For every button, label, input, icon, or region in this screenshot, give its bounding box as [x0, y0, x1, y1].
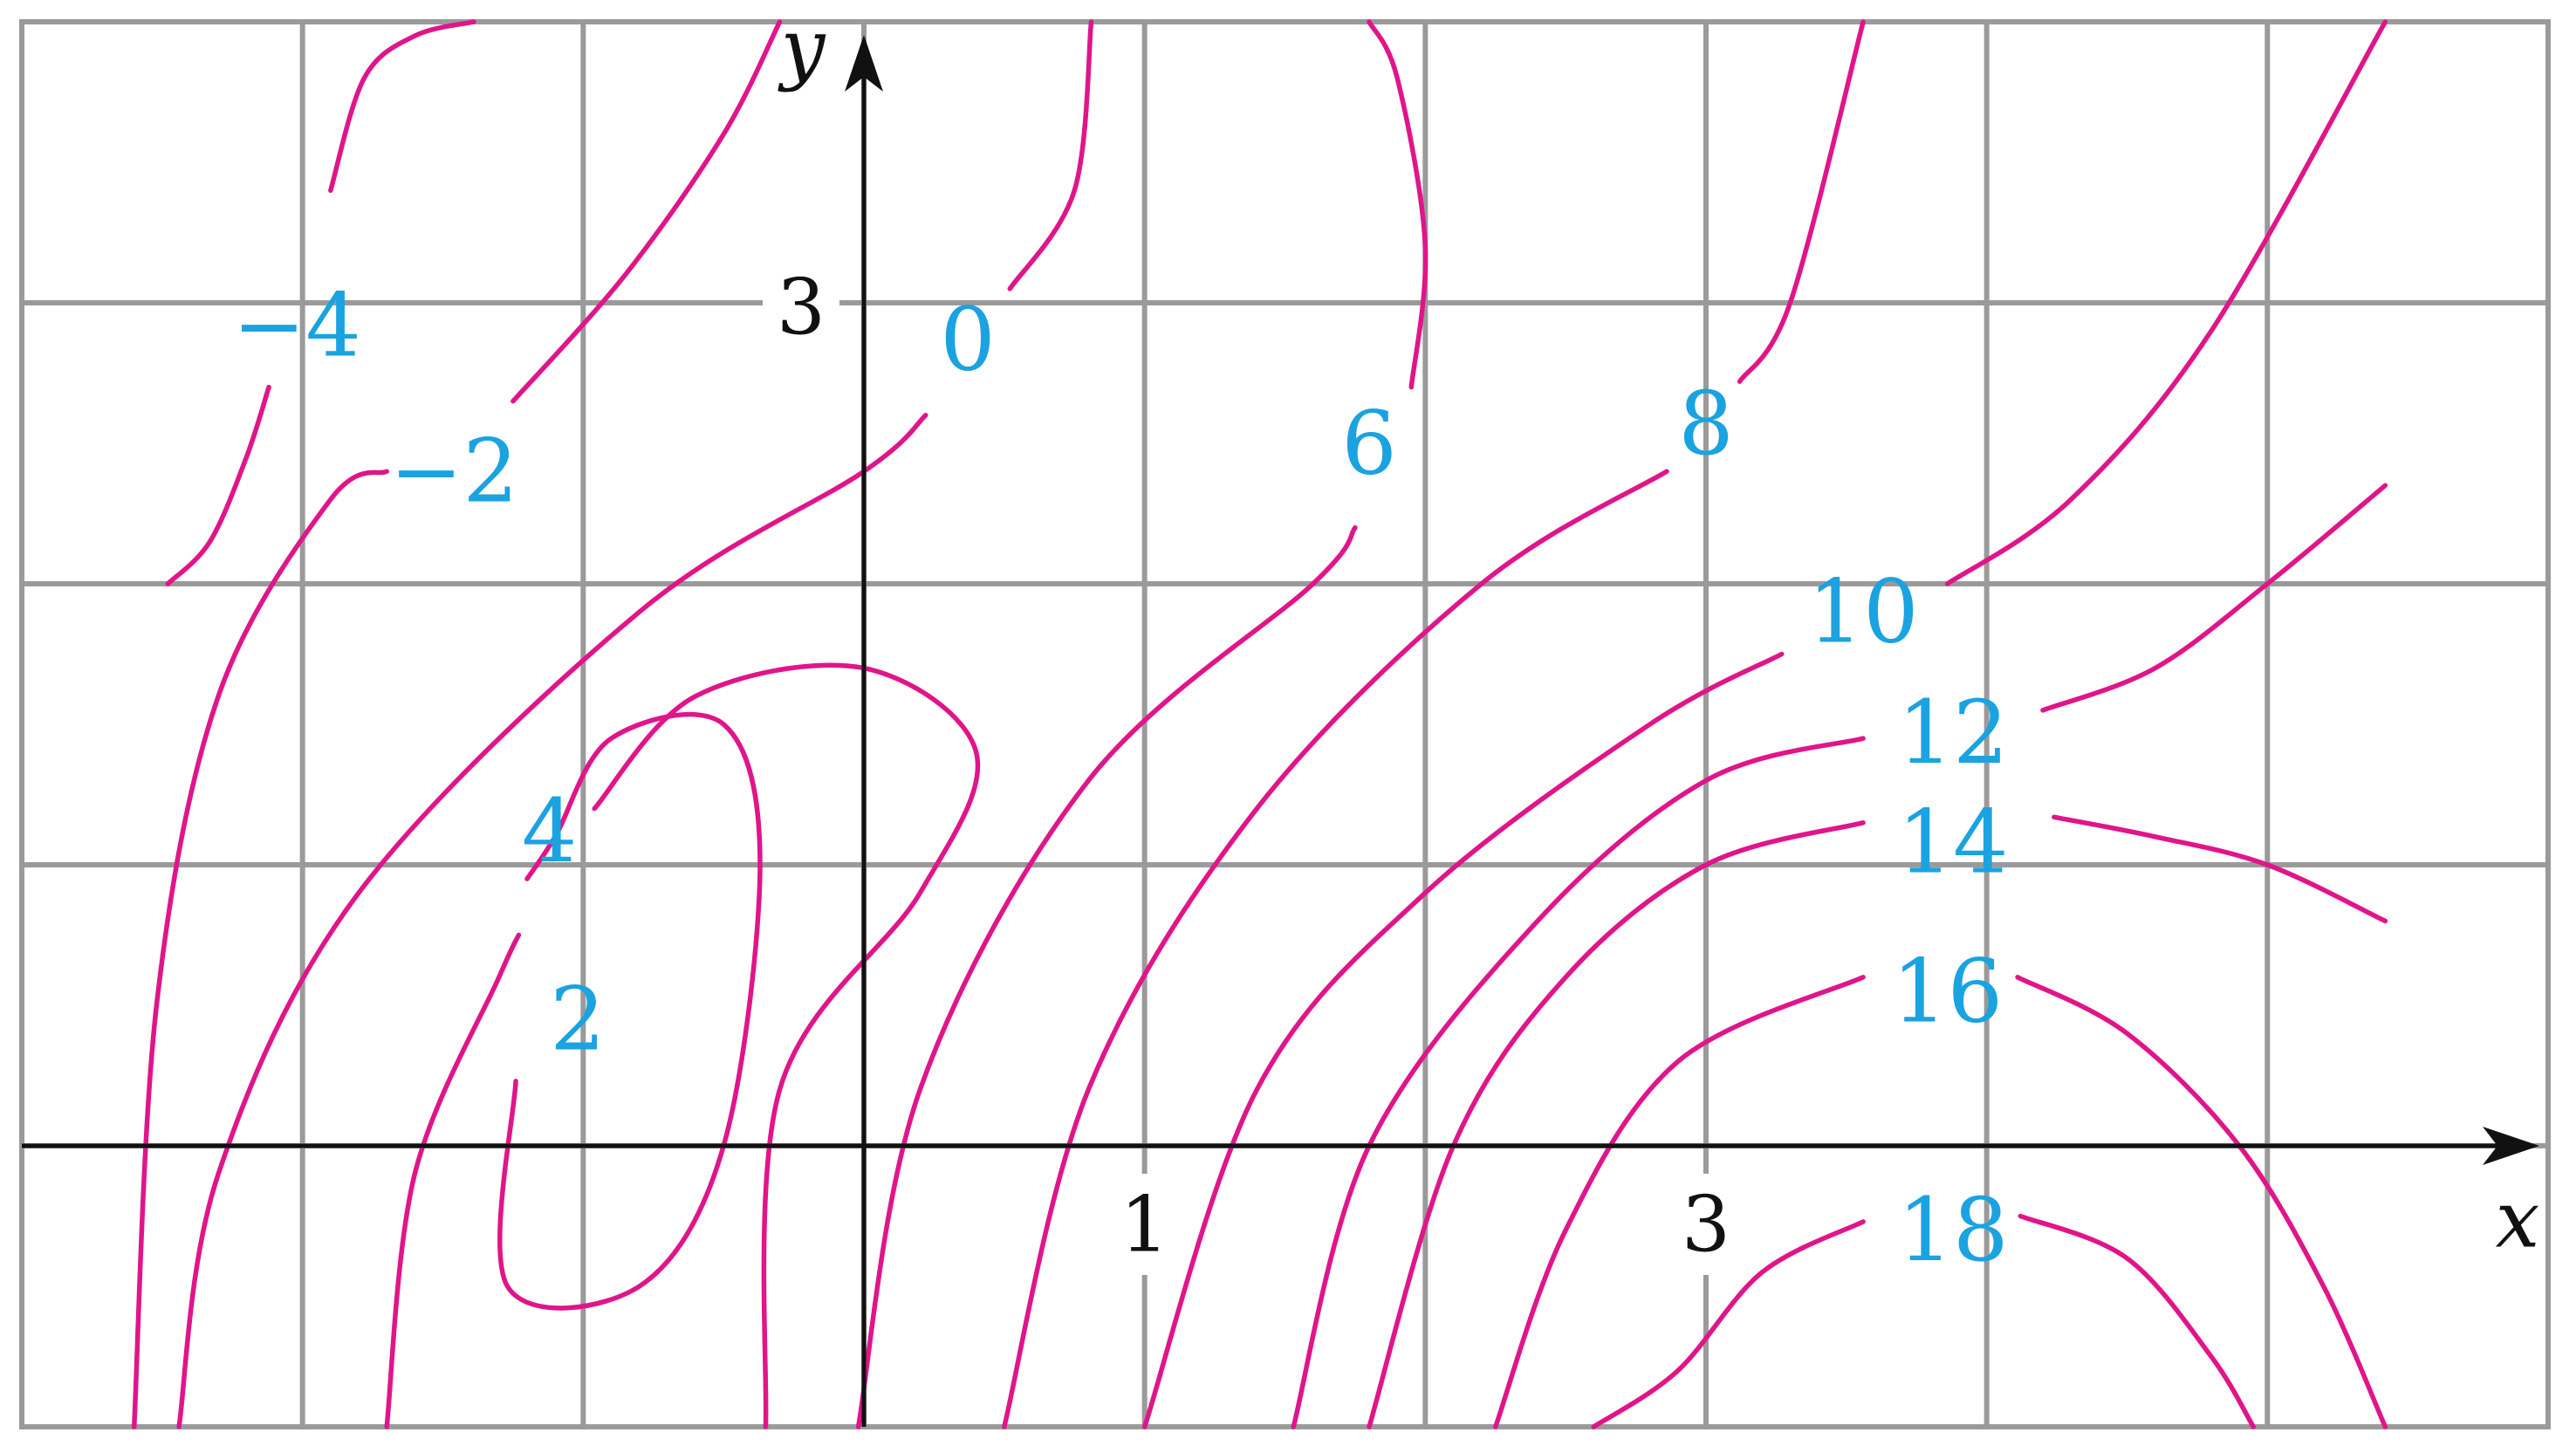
x-tick-label: 1 [1120, 1180, 1169, 1270]
contour-line-4 [384, 932, 522, 1429]
axes: x y 1 3 3 [22, 3, 2540, 1427]
contour-line-14 [2052, 814, 2388, 924]
contour-label-18: 18 [1897, 1179, 2008, 1281]
contour-lines [131, 19, 2388, 1429]
contour-label-6: 6 [1341, 393, 1397, 495]
contour-line-6 [855, 524, 1358, 1429]
x-axis-label: x [2496, 1175, 2540, 1266]
contour-line-10 [1944, 19, 2388, 586]
grid [19, 19, 2551, 1429]
x-axis-arrow [2483, 1127, 2539, 1165]
y-axis-label: y [778, 3, 826, 94]
contour-line-12 [2040, 483, 2388, 713]
plot-frame [19, 19, 2551, 1429]
contour-label-12: 12 [1897, 682, 2008, 784]
contour-line-16 [2015, 975, 2388, 1429]
contour-line-14 [1367, 819, 1866, 1429]
contour-line-10 [1141, 651, 1785, 1429]
contour-line-8 [1737, 19, 1866, 384]
contour-line--4 [165, 384, 271, 586]
contour-label-16: 16 [1892, 940, 2003, 1042]
x-tick-label-bg [1668, 1174, 1744, 1275]
contour-line-18 [1591, 1219, 1866, 1429]
contour-label-14: 14 [1897, 792, 2008, 894]
contour-line-12 [1291, 736, 1866, 1429]
contour-line--2 [131, 469, 389, 1429]
x-tick-label-bg [1106, 1174, 1183, 1275]
contour-line-8 [1002, 469, 1669, 1429]
contour-line-0 [1007, 19, 1094, 291]
contour-label-10: 10 [1808, 561, 1919, 663]
contour-line--2 [510, 19, 783, 404]
contour-line-2 [497, 711, 763, 1311]
contour-line-18 [2018, 1213, 2257, 1429]
contour-label--4: −4 [233, 274, 361, 376]
contour-line-16 [1493, 975, 1866, 1429]
contour-label-0: 0 [940, 288, 996, 390]
contour-label--2: −2 [390, 421, 518, 523]
contour-line-6 [1367, 19, 1428, 390]
contour-line-4 [592, 662, 981, 1429]
y-tick-label: 3 [777, 263, 826, 353]
contour-label-8: 8 [1678, 373, 1734, 475]
contour-line-0 [176, 413, 928, 1429]
contour-label-2: 2 [550, 969, 606, 1071]
contour-label-4: 4 [522, 780, 578, 882]
x-tick-label: 3 [1682, 1180, 1730, 1270]
contour-line--4 [328, 19, 476, 193]
y-tick-label-bg [763, 257, 839, 358]
y-axis-arrow [845, 35, 883, 92]
